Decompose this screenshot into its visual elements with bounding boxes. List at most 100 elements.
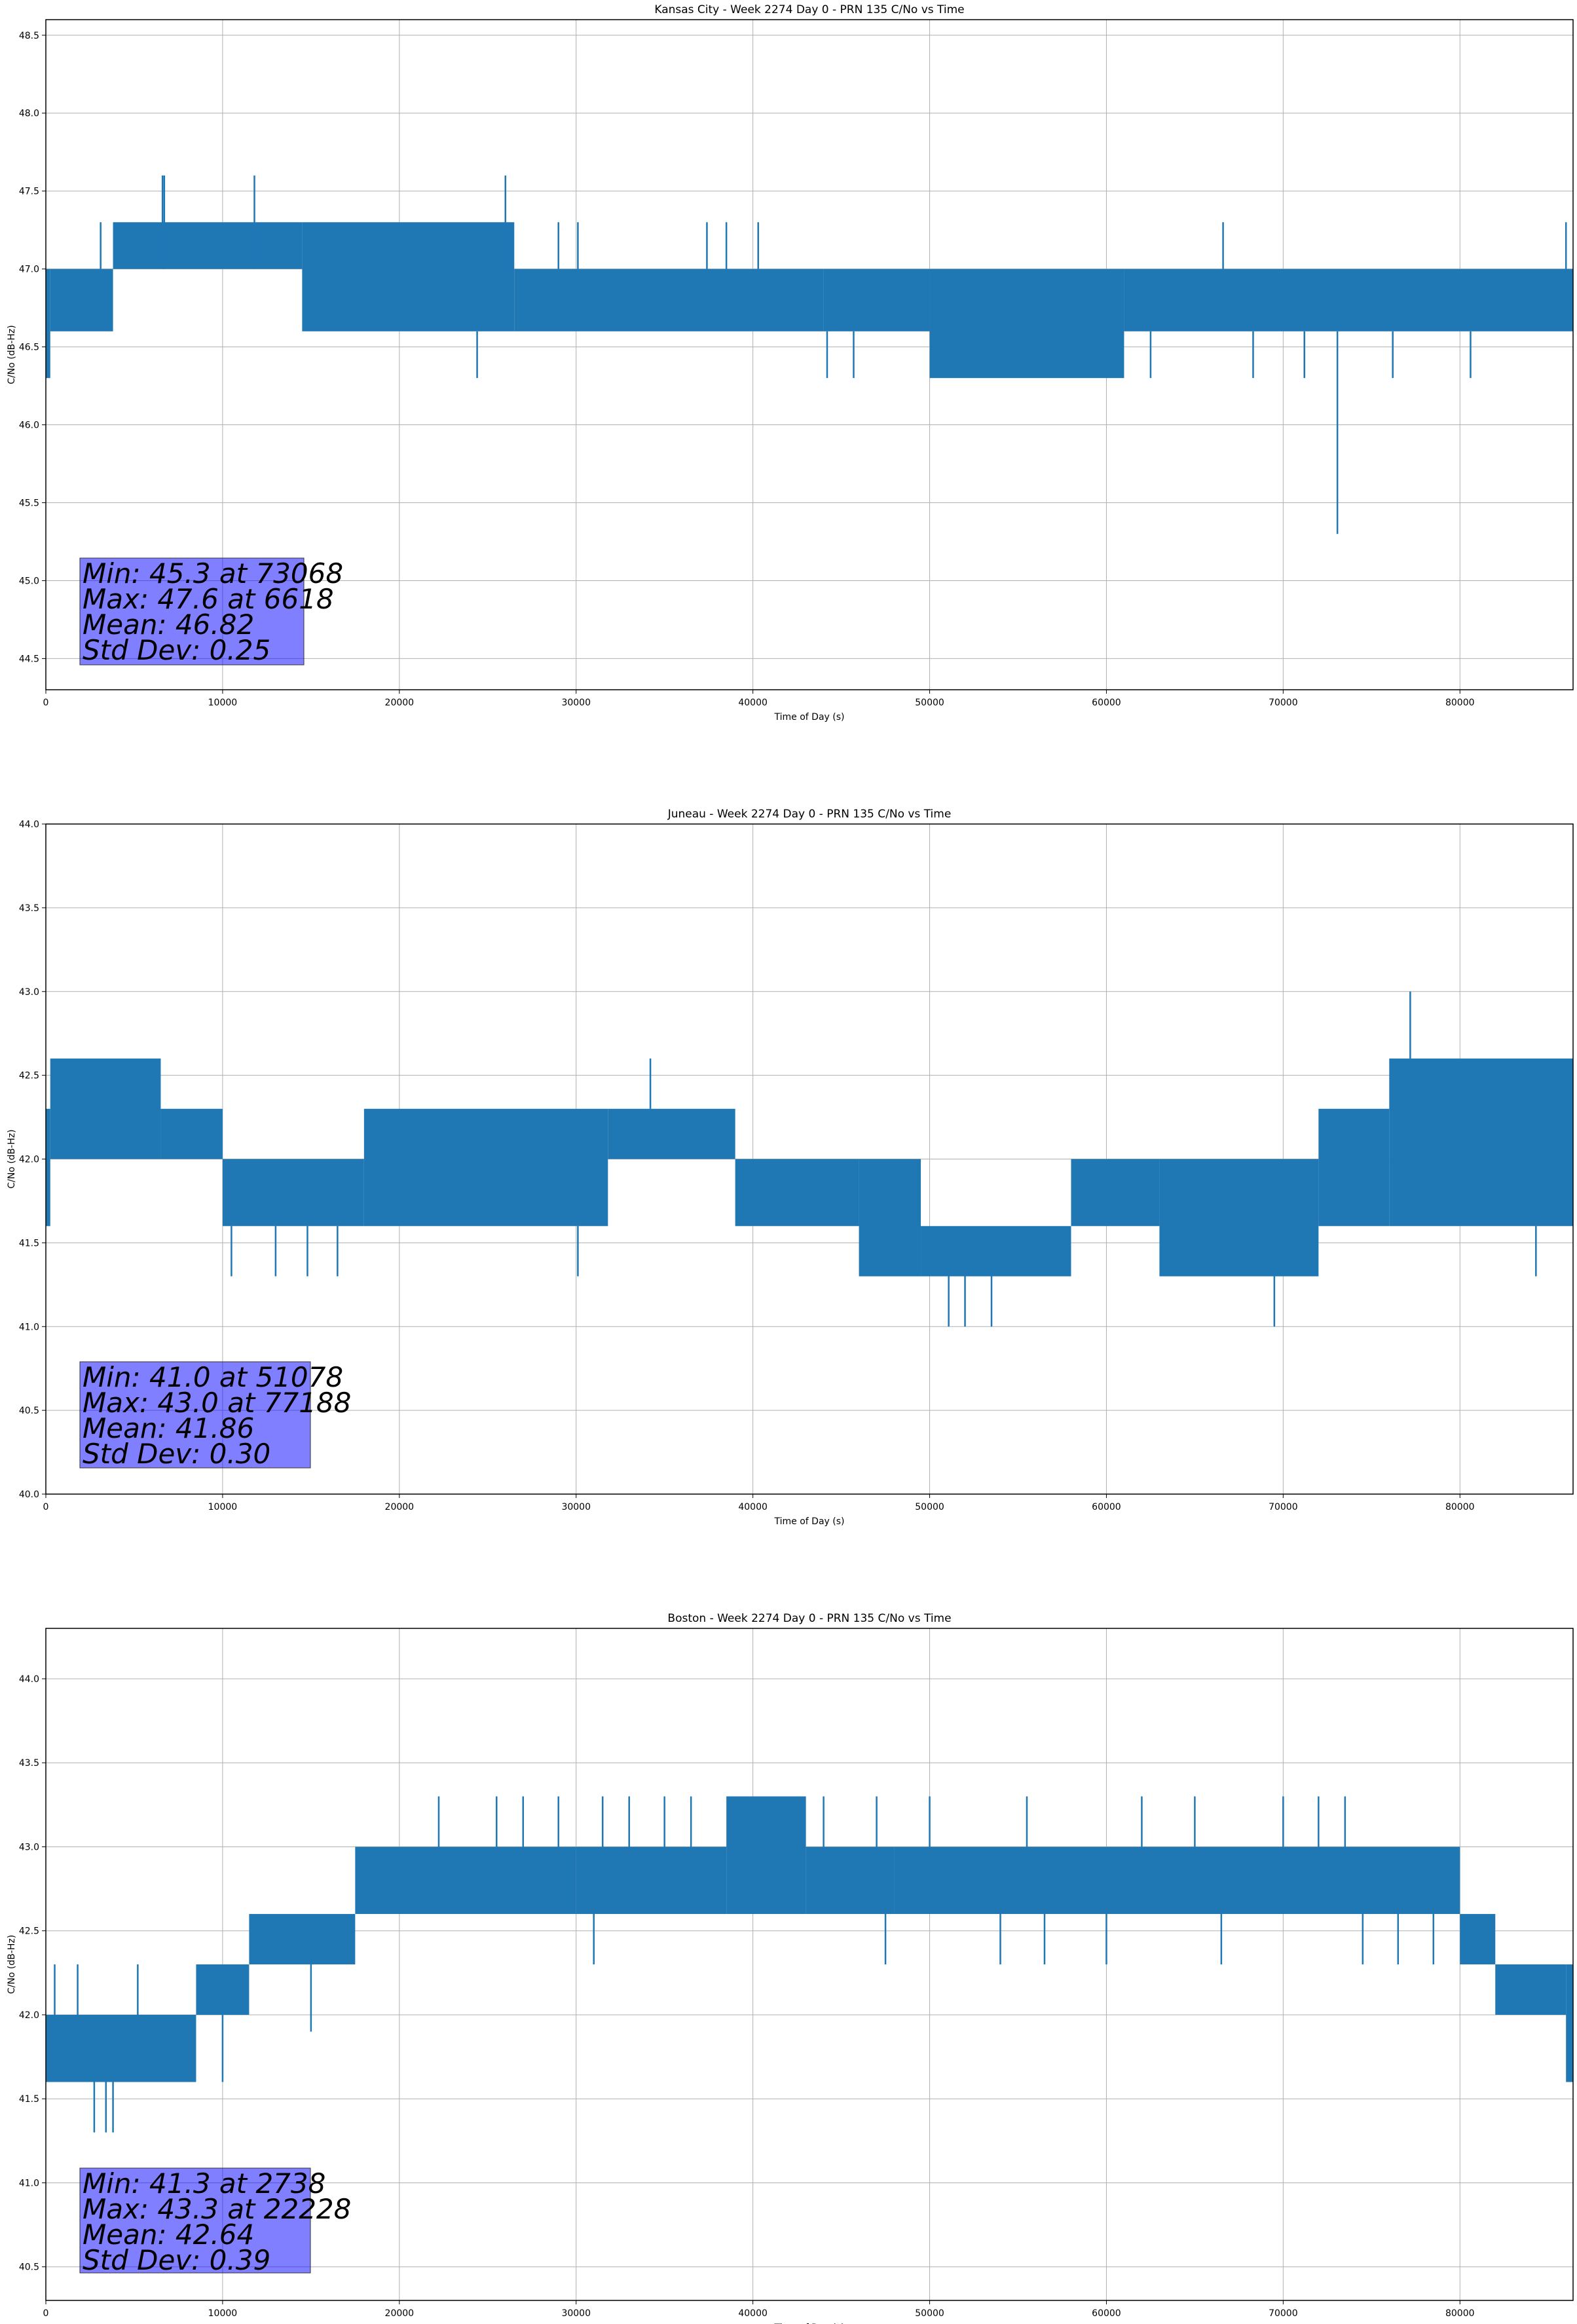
data-band: [608, 1108, 735, 1159]
y-tick-label: 41.5: [19, 2094, 39, 2105]
y-tick-label: 40.5: [19, 2262, 39, 2273]
data-series: [46, 991, 1573, 1327]
data-band: [1318, 1108, 1390, 1226]
data-band: [859, 1159, 921, 1277]
x-axis-label: Time of Day (s): [774, 1516, 845, 1527]
data-band: [46, 269, 50, 379]
data-band: [355, 1846, 576, 1915]
y-tick-label: 42.5: [19, 1926, 39, 1937]
x-tick-label: 30000: [561, 698, 591, 708]
data-band: [222, 1159, 364, 1226]
y-tick-label: 45.5: [19, 498, 39, 509]
data-band: [576, 1846, 727, 1915]
y-tick-label: 47.5: [19, 187, 39, 197]
y-tick-label: 46.5: [19, 343, 39, 353]
stats-line: Std Dev: 0.39: [83, 2244, 270, 2276]
data-band: [196, 1964, 250, 2015]
chart-panel-2: 0 10000 20000 30000 40000 50000 60000 70000 8000…: [7, 808, 1574, 1527]
data-band: [1566, 1964, 1573, 2082]
x-tick-label: 70000: [1269, 2308, 1298, 2319]
y-tick-label: 42.5: [19, 1071, 39, 1081]
x-tick-label: 50000: [915, 1502, 944, 1512]
x-tick-label: 40000: [738, 2308, 768, 2319]
y-axis-label: C/No (dB-Hz): [7, 325, 17, 384]
stats-line: Max: 43.3 at 22228: [83, 2193, 351, 2225]
y-tick-label: 41.5: [19, 1238, 39, 1248]
stats-line: Mean: 46.82: [83, 609, 254, 641]
x-tick-label: 10000: [208, 2308, 238, 2319]
data-band: [363, 1108, 608, 1226]
stats-line: Max: 43.0 at 77188: [83, 1387, 351, 1419]
x-tick-label: 80000: [1445, 1502, 1475, 1512]
x-tick-label: 20000: [385, 1502, 415, 1512]
y-tick-label: 42.0: [19, 2010, 39, 2021]
x-tick-label: 10000: [208, 698, 238, 708]
x-tick-label: 50000: [915, 698, 944, 708]
x-tick-label: 60000: [1092, 2308, 1121, 2319]
chart-panel-1: 0 10000 20000 30000 40000 50000 60000 70000 8000…: [7, 3, 1574, 722]
y-tick-label: 47.0: [19, 265, 39, 275]
y-tick-label: 43.5: [19, 903, 39, 914]
x-tick-label: 60000: [1092, 1502, 1121, 1512]
axes-frame: [45, 19, 1574, 690]
y-axis-label: C/No (dB-Hz): [7, 1129, 17, 1188]
y-axis-label: C/No (dB-Hz): [7, 1935, 17, 1994]
data-band: [50, 1059, 161, 1159]
data-band: [1071, 1159, 1160, 1226]
data-band: [50, 269, 113, 331]
data-band: [1495, 1964, 1567, 2015]
data-band: [929, 269, 1124, 379]
data-band: [894, 1846, 1460, 1915]
stats-line: Mean: 41.86: [83, 1412, 254, 1444]
stats-line: Mean: 42.64: [83, 2219, 254, 2251]
x-tick-label: 0: [43, 2308, 49, 2319]
y-tick-label: 46.0: [19, 421, 39, 431]
x-tick-label: 30000: [561, 2308, 591, 2319]
data-band: [1460, 1914, 1496, 1964]
data-band: [1124, 269, 1573, 331]
y-tick-label: 43.0: [19, 987, 39, 998]
data-band: [823, 269, 930, 331]
x-tick-label: 50000: [915, 2308, 944, 2319]
data-band: [113, 222, 303, 269]
y-tick-label: 41.0: [19, 2178, 39, 2188]
x-tick-label: 20000: [385, 698, 415, 708]
data-band: [302, 222, 515, 331]
x-tick-label: 80000: [1445, 698, 1475, 708]
stats-box: [79, 1361, 311, 1469]
x-tick-label: 40000: [738, 1502, 768, 1512]
data-band: [806, 1846, 895, 1915]
data-band: [921, 1226, 1071, 1277]
x-tick-label: 0: [43, 1502, 49, 1512]
y-tick-label: 44.5: [19, 654, 39, 664]
chart-title: Kansas City - Week 2274 Day 0 - PRN 135 …: [654, 3, 964, 16]
y-tick-label: 43.0: [19, 1842, 39, 1852]
axes-frame: [45, 1628, 1574, 2301]
y-tick-label: 41.0: [19, 1322, 39, 1332]
stats-box: [79, 557, 305, 665]
stats-line: Min: 45.3 at 73068: [83, 557, 343, 590]
stats-line: Min: 41.3 at 2738: [83, 2167, 325, 2200]
data-band: [726, 1796, 806, 1915]
chart-title: Boston - Week 2274 Day 0 - PRN 135 C/No …: [667, 1612, 951, 1625]
y-tick-label: 40.0: [19, 1490, 39, 1500]
y-tick-label: 40.5: [19, 1406, 39, 1416]
y-tick-label: 45.0: [19, 576, 39, 586]
data-band: [46, 2014, 196, 2082]
stats-line: Max: 47.6 at 6618: [83, 583, 334, 615]
x-tick-label: 0: [43, 698, 49, 708]
x-tick-label: 40000: [738, 698, 768, 708]
y-tick-label: 42.0: [19, 1155, 39, 1165]
chart-panel-3: 0 10000 20000 30000 40000 50000 60000 70000 8000…: [7, 1612, 1574, 2324]
y-tick-label: 44.0: [19, 1674, 39, 1685]
y-tick-label: 43.5: [19, 1758, 39, 1769]
stats-line: Min: 41.0 at 51078: [83, 1361, 343, 1393]
stats-line: Std Dev: 0.30: [83, 1438, 270, 1470]
x-tick-label: 30000: [561, 1502, 591, 1512]
chart-title: Juneau - Week 2274 Day 0 - PRN 135 C/No …: [667, 808, 952, 821]
x-axis-label: Time of Day (s): [774, 712, 845, 722]
data-series: [46, 175, 1573, 534]
